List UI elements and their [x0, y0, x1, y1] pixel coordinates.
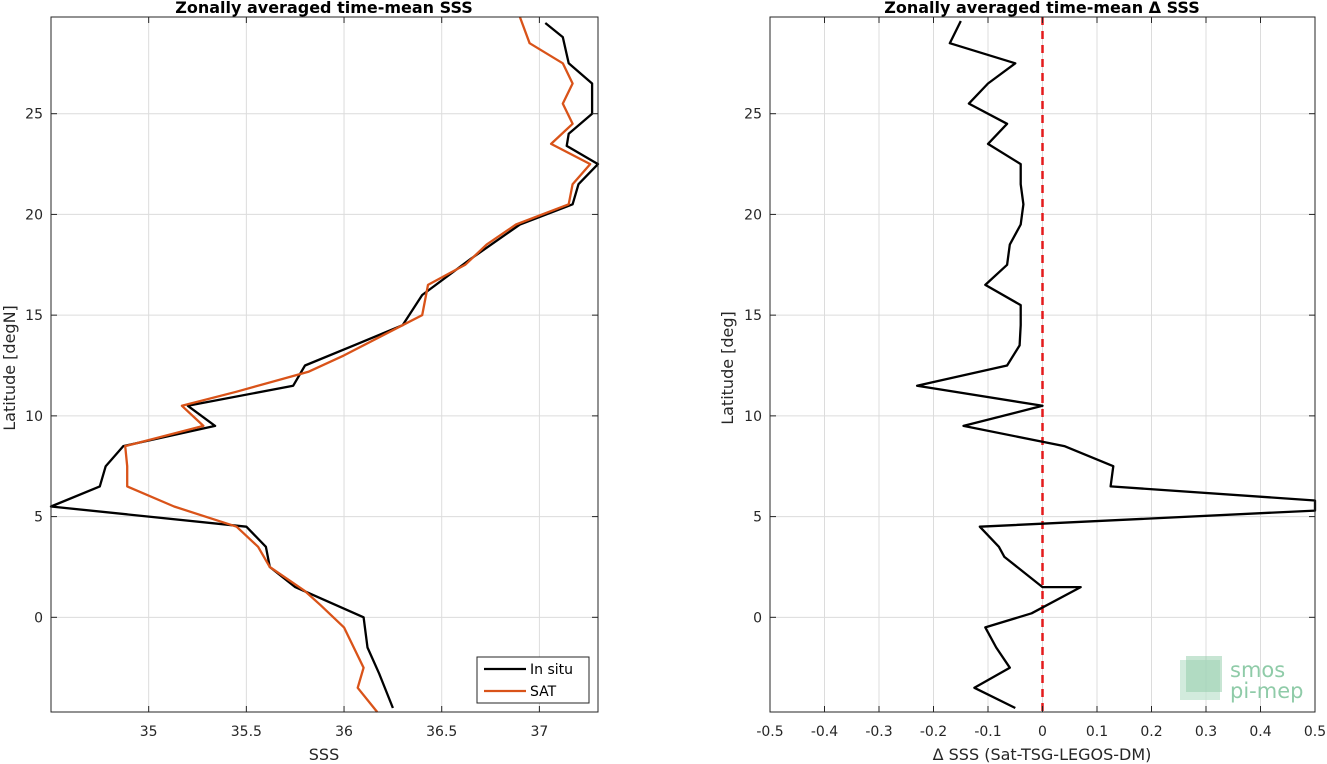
x-tick-label: -0.3: [865, 724, 892, 740]
legend-label-in-situ: In situ: [530, 662, 573, 678]
series-line-sat: [124, 16, 592, 713]
legend: In situ SAT: [476, 656, 590, 704]
sss-grid: [51, 17, 598, 712]
y-tick-label: 25: [744, 107, 762, 123]
x-tick-label: -0.4: [811, 724, 838, 740]
x-tick-label: -0.2: [920, 724, 947, 740]
legend-label-sat: SAT: [530, 684, 557, 700]
smos-pi-mep-logo: smos pi-mep: [1180, 656, 1303, 703]
sss-chart-title: Zonally averaged time-mean SSS: [175, 0, 473, 17]
x-tick-label: 0: [1038, 724, 1047, 740]
y-tick-label: 10: [25, 409, 43, 425]
y-tick-label: 20: [25, 207, 43, 223]
x-tick-label: 36: [335, 724, 353, 740]
delta-chart-title: Zonally averaged time-mean Δ SSS: [884, 0, 1200, 17]
delta-sss-chart: smos pi-mep -0.5 -0.4 -0.3 -0.2 -0.1 0 0.1 0.2 0…: [718, 0, 1326, 764]
sss-lines: [49, 16, 600, 713]
delta-y-axis-label: Latitude [deg]: [718, 311, 737, 425]
x-tick-label: 0.2: [1140, 724, 1162, 740]
x-tick-label: 35.5: [231, 724, 262, 740]
x-tick-label: 35: [140, 724, 158, 740]
y-tick-label: 5: [34, 510, 43, 526]
x-tick-label: 0.3: [1195, 724, 1217, 740]
y-tick-label: 5: [753, 510, 762, 526]
x-tick-label: 0.1: [1086, 724, 1108, 740]
y-tick-label: 15: [744, 308, 762, 324]
delta-lines: [915, 17, 1317, 712]
x-tick-label: -0.5: [756, 724, 783, 740]
sss-x-axis-label: SSS: [309, 745, 339, 764]
legend-box: [476, 656, 590, 704]
x-tick-label: 36.5: [426, 724, 457, 740]
x-tick-label: -0.1: [974, 724, 1001, 740]
y-tick-label: 10: [744, 409, 762, 425]
y-tick-label: 0: [34, 610, 43, 626]
sss-ticks: 35 35.5 36 36.5 37 0 5 10 15 20 25: [25, 17, 598, 740]
x-tick-label: 0.4: [1249, 724, 1271, 740]
x-tick-label: 0.5: [1304, 724, 1326, 740]
sss-axes-box: [50, 16, 599, 713]
series-line-delta: [915, 20, 1317, 710]
logo-text-pi-mep: pi-mep: [1230, 679, 1303, 703]
delta-x-axis-label: Δ SSS (Sat-TSG-LEGOS-DM): [933, 745, 1152, 764]
y-tick-label: 15: [25, 308, 43, 324]
sss-chart: 35 35.5 36 36.5 37 0 5 10 15 20 25 Zonally average…: [0, 0, 600, 764]
y-tick-label: 25: [25, 107, 43, 123]
y-tick-label: 0: [753, 610, 762, 626]
x-tick-label: 37: [530, 724, 548, 740]
y-tick-label: 20: [744, 207, 762, 223]
delta-ticks: -0.5 -0.4 -0.3 -0.2 -0.1 0 0.1 0.2 0.3 0.4 0.5 0 5 10…: [744, 17, 1326, 740]
logo-text-smos: smos: [1230, 658, 1285, 682]
logo-icon-panel: [1186, 656, 1222, 692]
sss-y-axis-label: Latitude [degN]: [0, 305, 19, 431]
